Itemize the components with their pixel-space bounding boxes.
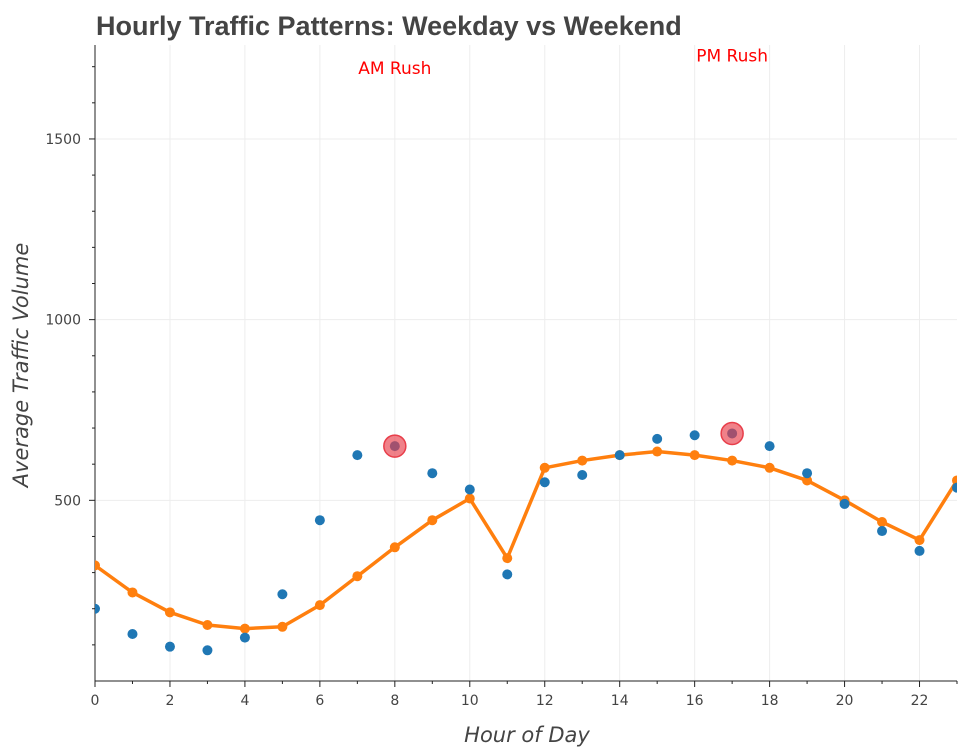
line-point (464, 493, 475, 504)
line-point (239, 623, 250, 634)
x-tick-label: 2 (165, 693, 174, 709)
line-point (389, 542, 400, 553)
axes (94, 45, 957, 682)
x-tick-label: 12 (536, 693, 554, 709)
x-tick-label: 16 (686, 693, 704, 709)
x-tick-label: 10 (461, 693, 479, 709)
scatter-point (764, 441, 775, 452)
rush-highlights (383, 421, 744, 458)
x-tick-label: 20 (836, 693, 854, 709)
highlight-marker (383, 434, 407, 458)
line-point (689, 450, 700, 461)
scatter-point (914, 545, 925, 556)
scatter-point (95, 603, 100, 614)
x-tick-label: 18 (761, 693, 779, 709)
line-point (877, 517, 888, 527)
scatter-point (652, 433, 663, 444)
y-tick-label: 1000 (45, 313, 81, 329)
y-tick-label: 1500 (45, 132, 81, 148)
scatter-point (802, 468, 813, 479)
line-point (652, 446, 663, 457)
line-point (352, 571, 363, 582)
x-ticks: 0 2 4 6 8 10 12 14 16 18 20 22 (91, 681, 958, 709)
line-point (764, 462, 775, 473)
line-point (427, 515, 438, 526)
line-point (314, 600, 325, 611)
scatter-point (239, 632, 250, 643)
x-tick-label: 8 (390, 693, 399, 709)
line-point (914, 535, 925, 546)
series-line (95, 449, 957, 631)
scatter-point (464, 484, 475, 495)
scatter-point (352, 450, 363, 461)
scatter-point (427, 468, 438, 479)
scatter-point (614, 450, 625, 461)
scatter-point (127, 629, 138, 640)
line-point (202, 619, 213, 630)
weekday-scatter-series (95, 428, 957, 656)
line-point (577, 455, 588, 466)
annotation-label: AM Rush (358, 59, 431, 79)
annotation-label: PM Rush (696, 46, 768, 66)
x-tick-label: 6 (315, 693, 324, 709)
y-axis-label: Average Traffic Volume (9, 243, 33, 490)
scatter-point (539, 477, 550, 488)
scatter-point (164, 641, 175, 652)
x-axis-label: Hour of Day (464, 723, 590, 747)
x-tick-label: 0 (91, 693, 100, 709)
scatter-point (577, 470, 588, 481)
line-point (277, 621, 288, 632)
line-point (95, 560, 100, 571)
chart-title: Hourly Traffic Patterns: Weekday vs Week… (96, 11, 682, 41)
highlight-marker (720, 421, 744, 446)
line-point (164, 607, 175, 618)
line-point (727, 455, 738, 466)
y-ticks: 500 1000 1500 (45, 66, 95, 646)
scatter-point (839, 498, 850, 509)
scatter-point (877, 526, 888, 537)
scatter-point (689, 430, 700, 441)
weekend-line-series (95, 446, 957, 634)
scatter-point (952, 482, 957, 493)
x-tick-label: 14 (611, 693, 629, 709)
x-tick-label: 4 (240, 693, 249, 709)
line-point (127, 587, 138, 598)
line-point (502, 553, 513, 564)
scatter-point (277, 589, 288, 600)
x-tick-label: 22 (911, 693, 929, 709)
scatter-point (314, 515, 325, 526)
scatter-point (502, 569, 513, 580)
y-tick-label: 500 (54, 493, 81, 509)
scatter-point (202, 645, 213, 656)
grid (94, 45, 957, 681)
line-point (802, 475, 813, 486)
line-point (539, 462, 550, 473)
annotations: AM Rush PM Rush (358, 46, 768, 79)
